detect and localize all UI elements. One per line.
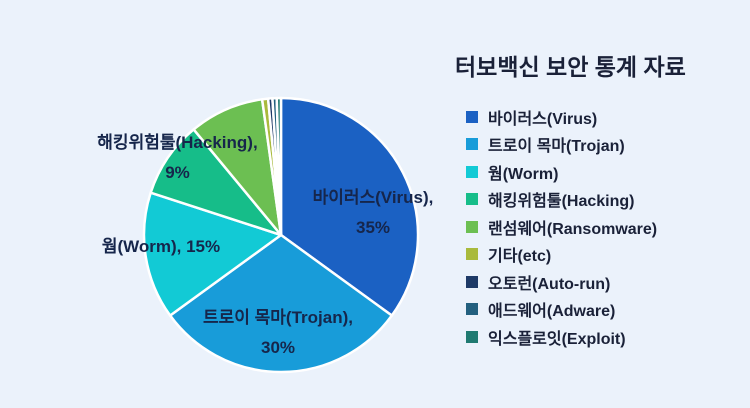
slice-label-virus: 바이러스(Virus), 35%	[288, 183, 458, 243]
legend-item-6: 기타(etc)	[466, 241, 657, 269]
slice-label-virus-line1: 바이러스(Virus),	[312, 188, 434, 207]
legend: 바이러스(Virus) 트로이 목마(Trojan) 웜(Worm) 해킹위험툴(Ha…	[466, 103, 657, 351]
legend-marker-icon	[466, 220, 478, 233]
slice-label-worm: 웜(Worm), 15%	[76, 232, 246, 262]
slice-label-virus-line2: 35%	[355, 218, 391, 237]
legend-label: 애드웨어(Adware)	[488, 303, 616, 321]
legend-marker-icon	[466, 193, 478, 206]
legend-item-5: 랜섬웨어(Ransomware)	[466, 213, 657, 241]
legend-label: 익스플로잇(Exploit)	[488, 330, 626, 348]
pie-slice-2	[168, 233, 394, 374]
pie-slice-9	[275, 96, 283, 237]
legend-label: 기타(etc)	[488, 248, 552, 266]
legend-label: 바이러스(Virus)	[488, 110, 598, 128]
legend-marker-icon	[466, 330, 478, 343]
slice-label-trojan-line2: 30%	[260, 338, 296, 357]
legend-marker-icon	[466, 248, 478, 261]
legend-marker-icon	[466, 165, 478, 178]
pie-chart	[142, 96, 420, 374]
legend-item-1: 바이러스(Virus)	[466, 103, 657, 131]
pie-slice-1	[279, 96, 420, 317]
slice-label-hacking-line2: 9%	[165, 163, 190, 182]
legend-item-2: 트로이 목마(Trojan)	[466, 131, 657, 159]
slice-label-hacking: 해킹위험툴(Hacking), 9%	[90, 128, 265, 188]
legend-item-9: 익스플로잇(Exploit)	[466, 323, 657, 351]
legend-marker-icon	[466, 110, 478, 123]
legend-item-8: 애드웨어(Adware)	[466, 296, 657, 324]
slice-label-worm-line1: 웜(Worm), 15%	[101, 237, 221, 256]
legend-item-4: 해킹위험툴(Hacking)	[466, 186, 657, 214]
legend-item-3: 웜(Worm)	[466, 158, 657, 186]
legend-label: 오토런(Auto-run)	[488, 275, 611, 293]
slice-label-trojan: 트로이 목마(Trojan), 30%	[193, 303, 363, 363]
legend-item-7: 오토런(Auto-run)	[466, 268, 657, 296]
legend-label: 랜섬웨어(Ransomware)	[488, 220, 658, 238]
pie-slice-3	[142, 191, 283, 317]
legend-marker-icon	[466, 303, 478, 316]
chart-title: 터보백신 보안 통계 자료	[455, 54, 686, 80]
legend-label: 웜(Worm)	[488, 165, 559, 183]
legend-label: 트로이 목마(Trojan)	[488, 138, 625, 156]
legend-label: 해킹위험툴(Hacking)	[488, 193, 635, 211]
legend-marker-icon	[466, 138, 478, 151]
legend-marker-icon	[466, 275, 478, 288]
slice-label-trojan-line1: 트로이 목마(Trojan),	[203, 308, 353, 327]
slice-label-hacking-line1: 해킹위험툴(Hacking),	[97, 133, 258, 152]
